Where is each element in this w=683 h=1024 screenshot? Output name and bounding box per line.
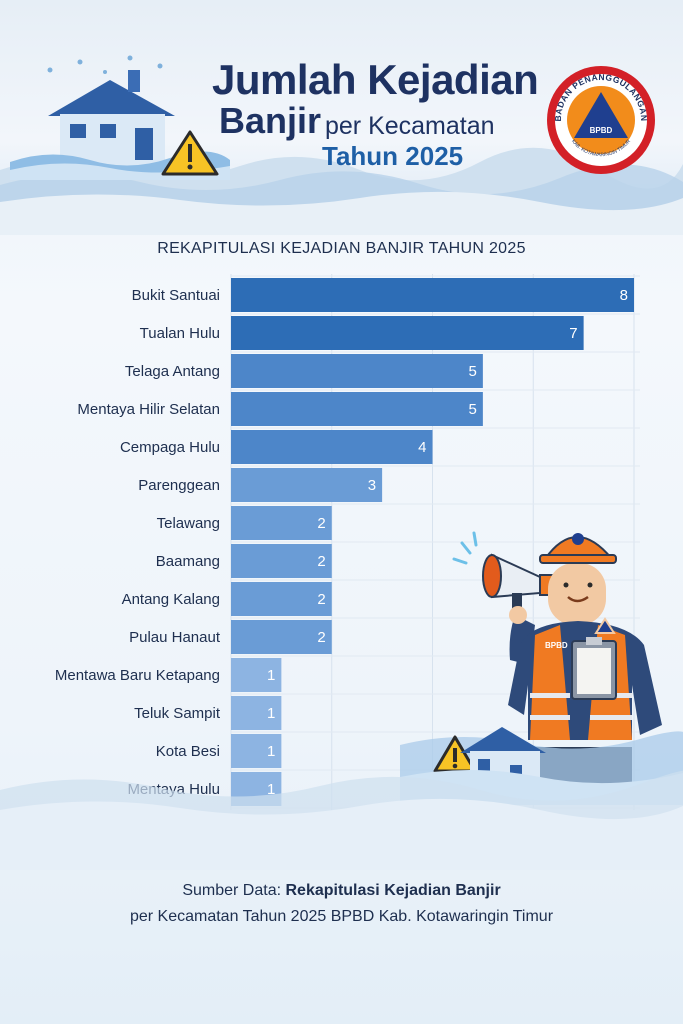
category-label: Kota Besi [156,743,220,760]
bar [231,544,332,578]
bar [231,620,332,654]
category-label: Pulau Hanaut [129,629,221,646]
category-label: Antang Kalang [122,591,220,608]
bar-value-label: 2 [317,629,325,646]
bar-chart: 8 7 5 5 4 3 2 2 2 2 1 1 1 1 Bukit Santuai Tualan Hulu T… [55,274,655,847]
category-label: Telawang [157,515,220,532]
bar-value-label: 5 [469,401,477,418]
page-title-banjir: Banjir [219,100,322,141]
bpbd-logo-icon: BADAN PENANGGULANGAN BPBD KAB. KOTAWARIN… [547,66,655,174]
source-line1: Sumber Data: Rekapitulasi Kejadian Banji… [0,878,683,904]
bar-value-label: 1 [267,667,275,684]
bar-value-label: 4 [418,439,426,456]
bar [231,316,584,350]
bar-value-label: 1 [267,743,275,760]
bar [231,696,282,730]
bpbd-worker-illustration: BPBD [400,531,683,805]
source-note: Sumber Data: Rekapitulasi Kejadian Banji… [0,878,683,930]
source-prefix: Sumber Data: [182,882,286,899]
bar [231,582,332,616]
bar [231,506,332,540]
logo-center-text: BPBD [590,126,613,135]
bar [231,430,433,464]
page-title-year: Tahun 2025 [322,141,464,171]
bar [231,468,383,502]
category-label: Parenggean [138,477,220,494]
bar-value-label: 7 [569,325,577,342]
page-title-per-kecamatan: per Kecamatan [325,112,495,140]
bar-value-label: 5 [469,363,477,380]
category-label: Mentaya Hilir Selatan [77,401,220,418]
header-banner: Jumlah Kejadian Banjir per Kecamatan Tah… [0,0,683,235]
category-label: Tualan Hulu [140,325,220,342]
flood-wave-bottom [0,770,683,870]
bar-value-label: 2 [317,553,325,570]
bar [231,392,483,426]
flooded-house-icon [10,55,230,180]
category-label: Baamang [156,553,220,570]
category-label: Teluk Sampit [134,705,221,722]
category-label: Cempaga Hulu [120,439,220,456]
chart-bars: 8 7 5 5 4 3 2 2 2 2 1 1 1 1 [231,278,634,806]
bar-value-label: 8 [620,287,628,304]
bar [231,734,282,768]
chart-title: REKAPITULASI KEJADIAN BANJIR TAHUN 2025 [157,240,526,257]
page-title-line1: Jumlah Kejadian [212,56,539,103]
category-label: Telaga Antang [125,363,220,380]
flood-wave-decoration [0,147,683,235]
chart-category-labels: Bukit Santuai Tualan Hulu Telaga Antang Men… [55,287,221,798]
bar-value-label: 1 [267,705,275,722]
source-line2: per Kecamatan Tahun 2025 BPBD Kab. Kotaw… [129,908,554,925]
bar [231,278,634,312]
worker-vest-text: BPBD [545,641,568,650]
bar [231,354,483,388]
source-title: Rekapitulasi Kejadian Banjir [285,882,501,899]
category-label: Mentawa Baru Ketapang [55,667,220,684]
bar-value-label: 3 [368,477,376,494]
bar [231,658,282,692]
bar-value-label: 1 [267,781,275,798]
bar-value-label: 2 [317,515,325,532]
bar-value-label: 2 [317,591,325,608]
category-label: Bukit Santuai [132,287,220,304]
